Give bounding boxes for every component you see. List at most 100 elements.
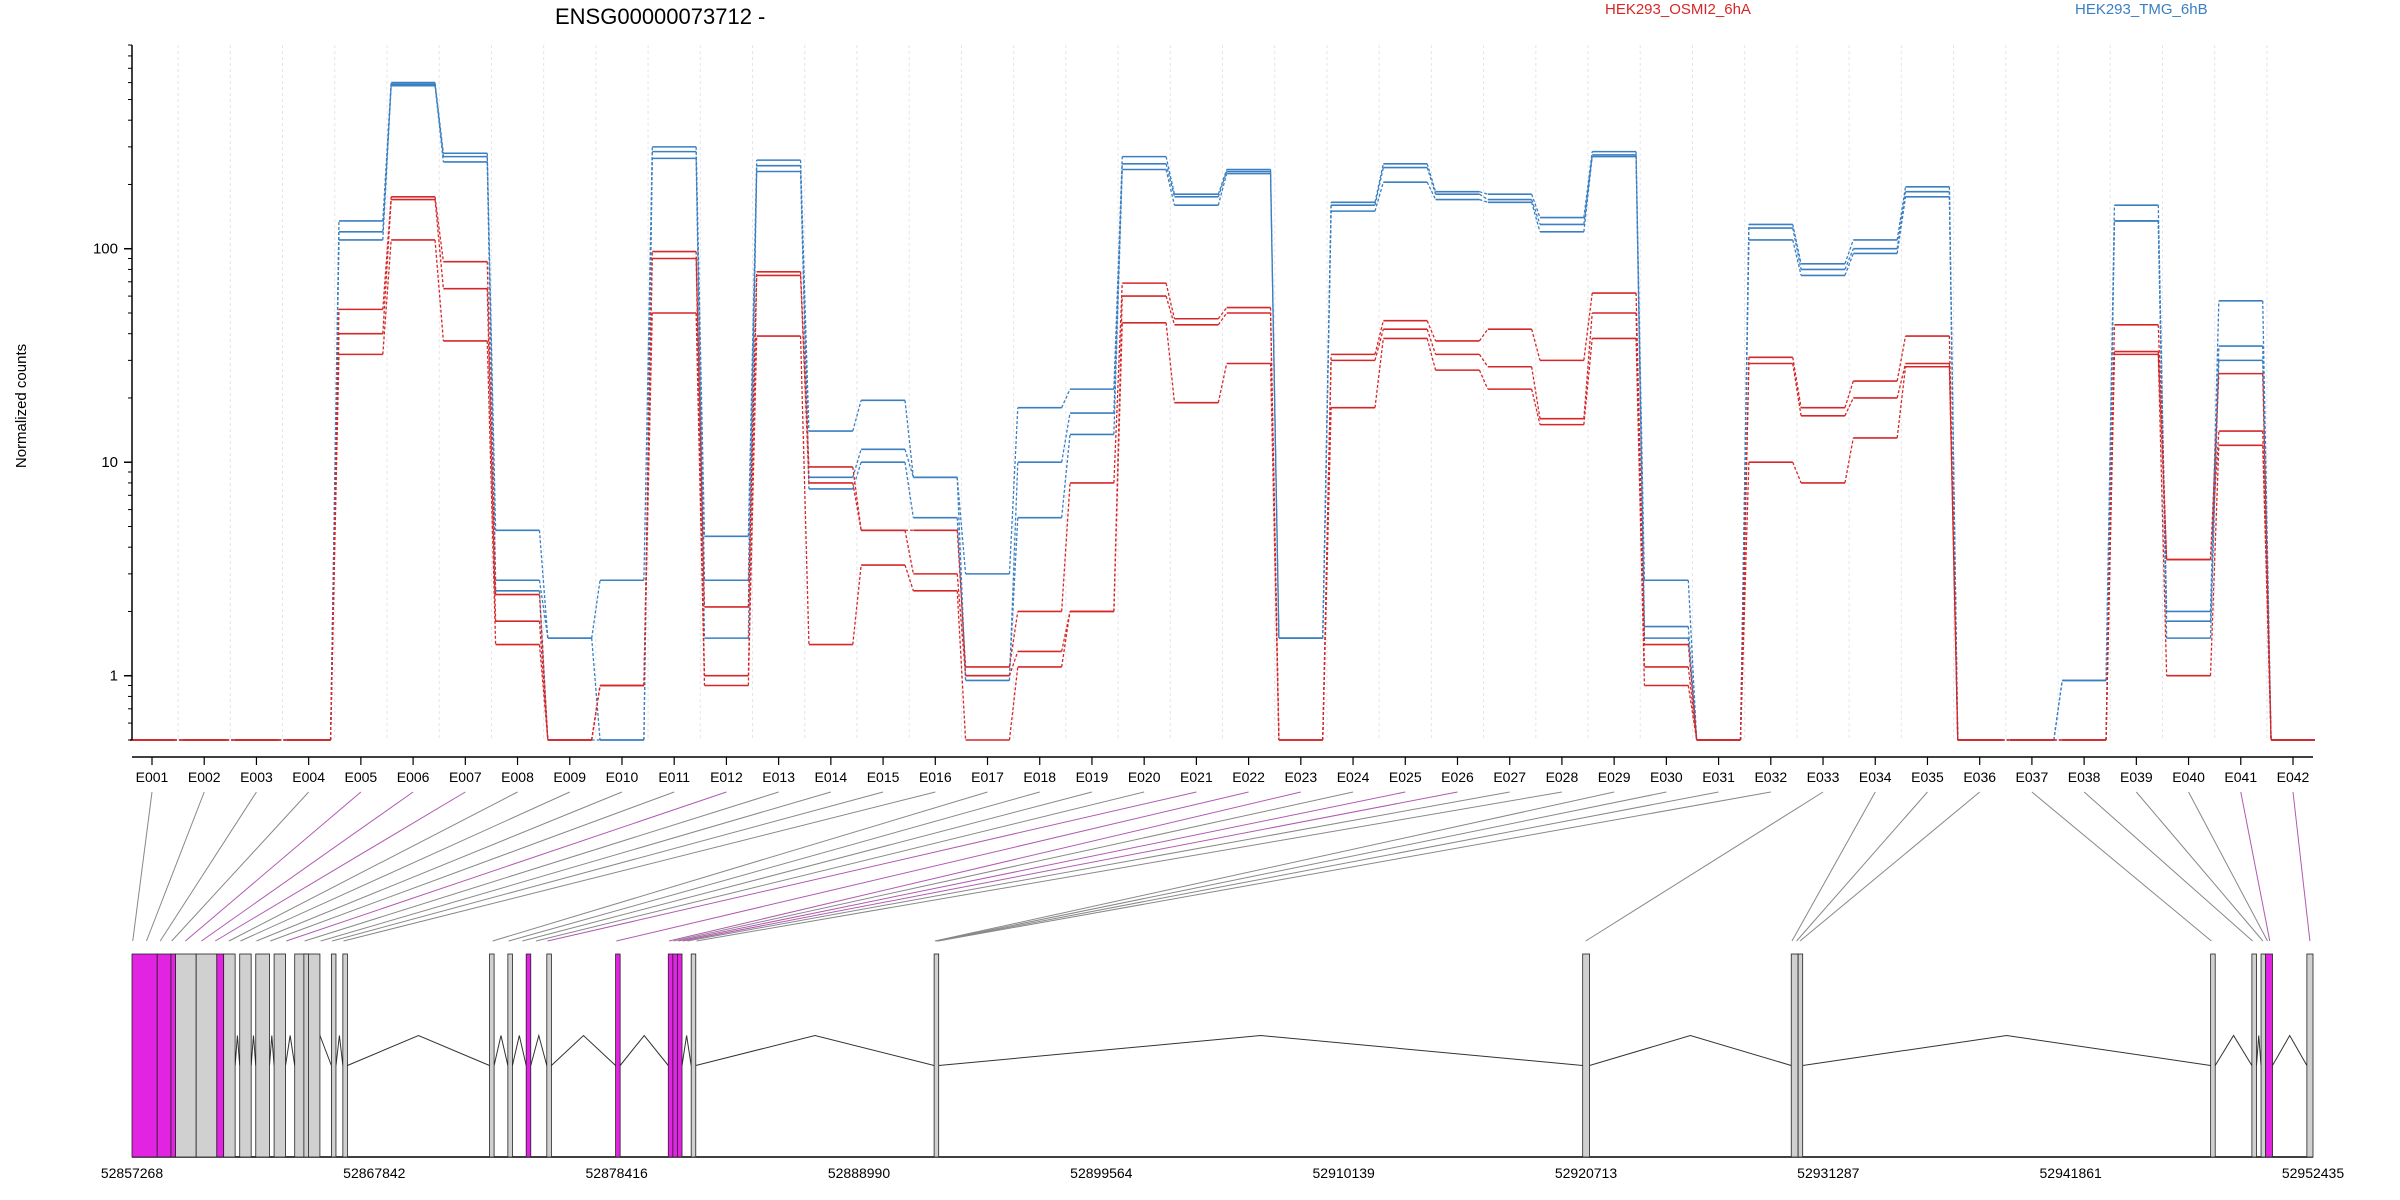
series-1-transition <box>591 638 601 741</box>
series-2-transition <box>1792 224 1802 264</box>
exon-0 <box>131 953 158 1158</box>
exon-21 <box>677 953 683 1158</box>
series-5-transition <box>852 466 862 531</box>
series-5-transition <box>1948 336 1959 741</box>
series-5-transition <box>2209 373 2220 560</box>
x-tick-label-E041: E041 <box>2224 769 2257 785</box>
series-5-transition <box>1635 293 1646 645</box>
x-tick-label-E024: E024 <box>1337 769 1370 785</box>
x-tick-label-E037: E037 <box>2016 769 2049 785</box>
intron <box>551 1034 616 1066</box>
axes: 1 10 100 E001 E002 E003 E004 E005 E006 E007 E008 E0… <box>93 44 2313 785</box>
series-0-transition <box>2209 360 2220 639</box>
series-4-transition <box>1844 397 1854 417</box>
series-2-transition <box>643 146 653 581</box>
series-4-transition <box>1896 363 1907 399</box>
exon-connector <box>2031 791 2212 942</box>
x-tick-label-E017: E017 <box>971 769 1004 785</box>
y-tick-label: 100 <box>93 241 118 258</box>
x-tick-label-E001: E001 <box>136 769 169 785</box>
x-tick-label-E025: E025 <box>1389 769 1422 785</box>
intron <box>1802 1034 2211 1066</box>
intron <box>493 1035 509 1066</box>
series-2-transition <box>799 160 810 432</box>
x-tick-label-E012: E012 <box>710 769 743 785</box>
series-5-transition <box>1531 328 1541 361</box>
series-2-transition <box>382 82 392 221</box>
series-3-transition <box>1583 338 1593 425</box>
x-tick-label-E038: E038 <box>2068 769 2101 785</box>
exon-connector <box>240 791 570 942</box>
exon-20 <box>672 953 678 1158</box>
series-4-transition <box>1113 296 1123 612</box>
genomic-coord-label: 52857268 <box>101 1165 164 1181</box>
series-0-transition <box>1165 169 1176 206</box>
series-1-transition <box>1844 248 1854 270</box>
exon-16 <box>525 953 532 1158</box>
series-0-transition <box>904 462 915 518</box>
series-3-transition <box>382 239 392 355</box>
series-2-transition <box>1165 156 1176 195</box>
x-tick-label-E010: E010 <box>606 769 639 785</box>
series-5-transition <box>1061 482 1071 612</box>
exon-3 <box>175 953 197 1158</box>
exon-connector <box>2135 791 2264 942</box>
series-0-transition <box>1374 181 1384 212</box>
exon-connector <box>331 791 884 942</box>
intron <box>511 1035 527 1066</box>
exon-12 <box>330 953 337 1158</box>
series-2-transition <box>1479 191 1488 195</box>
series-5-transition <box>591 685 601 741</box>
series-1-transition <box>1217 171 1228 198</box>
legend-item-osmi2: HEK293_OSMI2_6hA <box>1605 1 1751 18</box>
series-2-transition <box>904 400 915 478</box>
series-3-transition <box>904 564 914 591</box>
series-1-transition <box>1113 163 1123 414</box>
series-1-transition <box>956 477 967 681</box>
exon-18 <box>615 953 621 1158</box>
series-5-transition <box>1322 354 1332 741</box>
series-5-transition <box>486 261 497 595</box>
series-5-transition <box>747 271 758 607</box>
series-3-transition <box>2157 354 2168 676</box>
series-1-transition <box>1635 154 1646 627</box>
series-5-transition <box>538 594 549 741</box>
x-tick-label-E035: E035 <box>1911 769 1944 785</box>
x-tick-label-E034: E034 <box>1859 769 1892 785</box>
x-tick-label-E019: E019 <box>1076 769 1109 785</box>
series-2-transition <box>1113 156 1123 390</box>
series-1-transition <box>1269 171 1280 639</box>
series-2-transition <box>1531 194 1541 218</box>
x-tick-label-E033: E033 <box>1807 769 1840 785</box>
series-5-transition <box>2105 324 2116 741</box>
exon-connector <box>616 791 1249 942</box>
series-2-transition <box>538 530 549 639</box>
x-tick-label-E009: E009 <box>553 769 586 785</box>
exon-connector <box>682 791 1458 942</box>
series-layer <box>130 81 2315 741</box>
exon-connector <box>286 791 727 942</box>
genomic-coord-label: 52899564 <box>1070 1165 1133 1181</box>
series-5-transition <box>329 309 340 741</box>
series-2-transition <box>2053 680 2063 741</box>
series-4-transition <box>1687 666 1698 741</box>
exon-connector <box>492 791 988 942</box>
exon-connector <box>687 791 1510 942</box>
exon-connector <box>2188 791 2268 942</box>
exon-1 <box>156 953 172 1158</box>
series-0-transition <box>1061 434 1071 518</box>
series-2-transition <box>2157 205 2168 612</box>
exon-23 <box>933 953 940 1158</box>
series-3-transition <box>1374 338 1384 408</box>
series-2-transition <box>1687 580 1698 741</box>
intron <box>530 1033 548 1066</box>
exon-24 <box>1582 953 1590 1158</box>
series-5-transition <box>1896 335 1907 382</box>
series-2-transition <box>1008 407 1019 574</box>
series-2-transition <box>434 82 445 154</box>
series-2-transition <box>1635 151 1646 581</box>
intron <box>2272 1034 2308 1066</box>
exon-2 <box>170 953 176 1158</box>
exon-connector <box>146 791 205 942</box>
exon-connector <box>1796 791 1928 942</box>
